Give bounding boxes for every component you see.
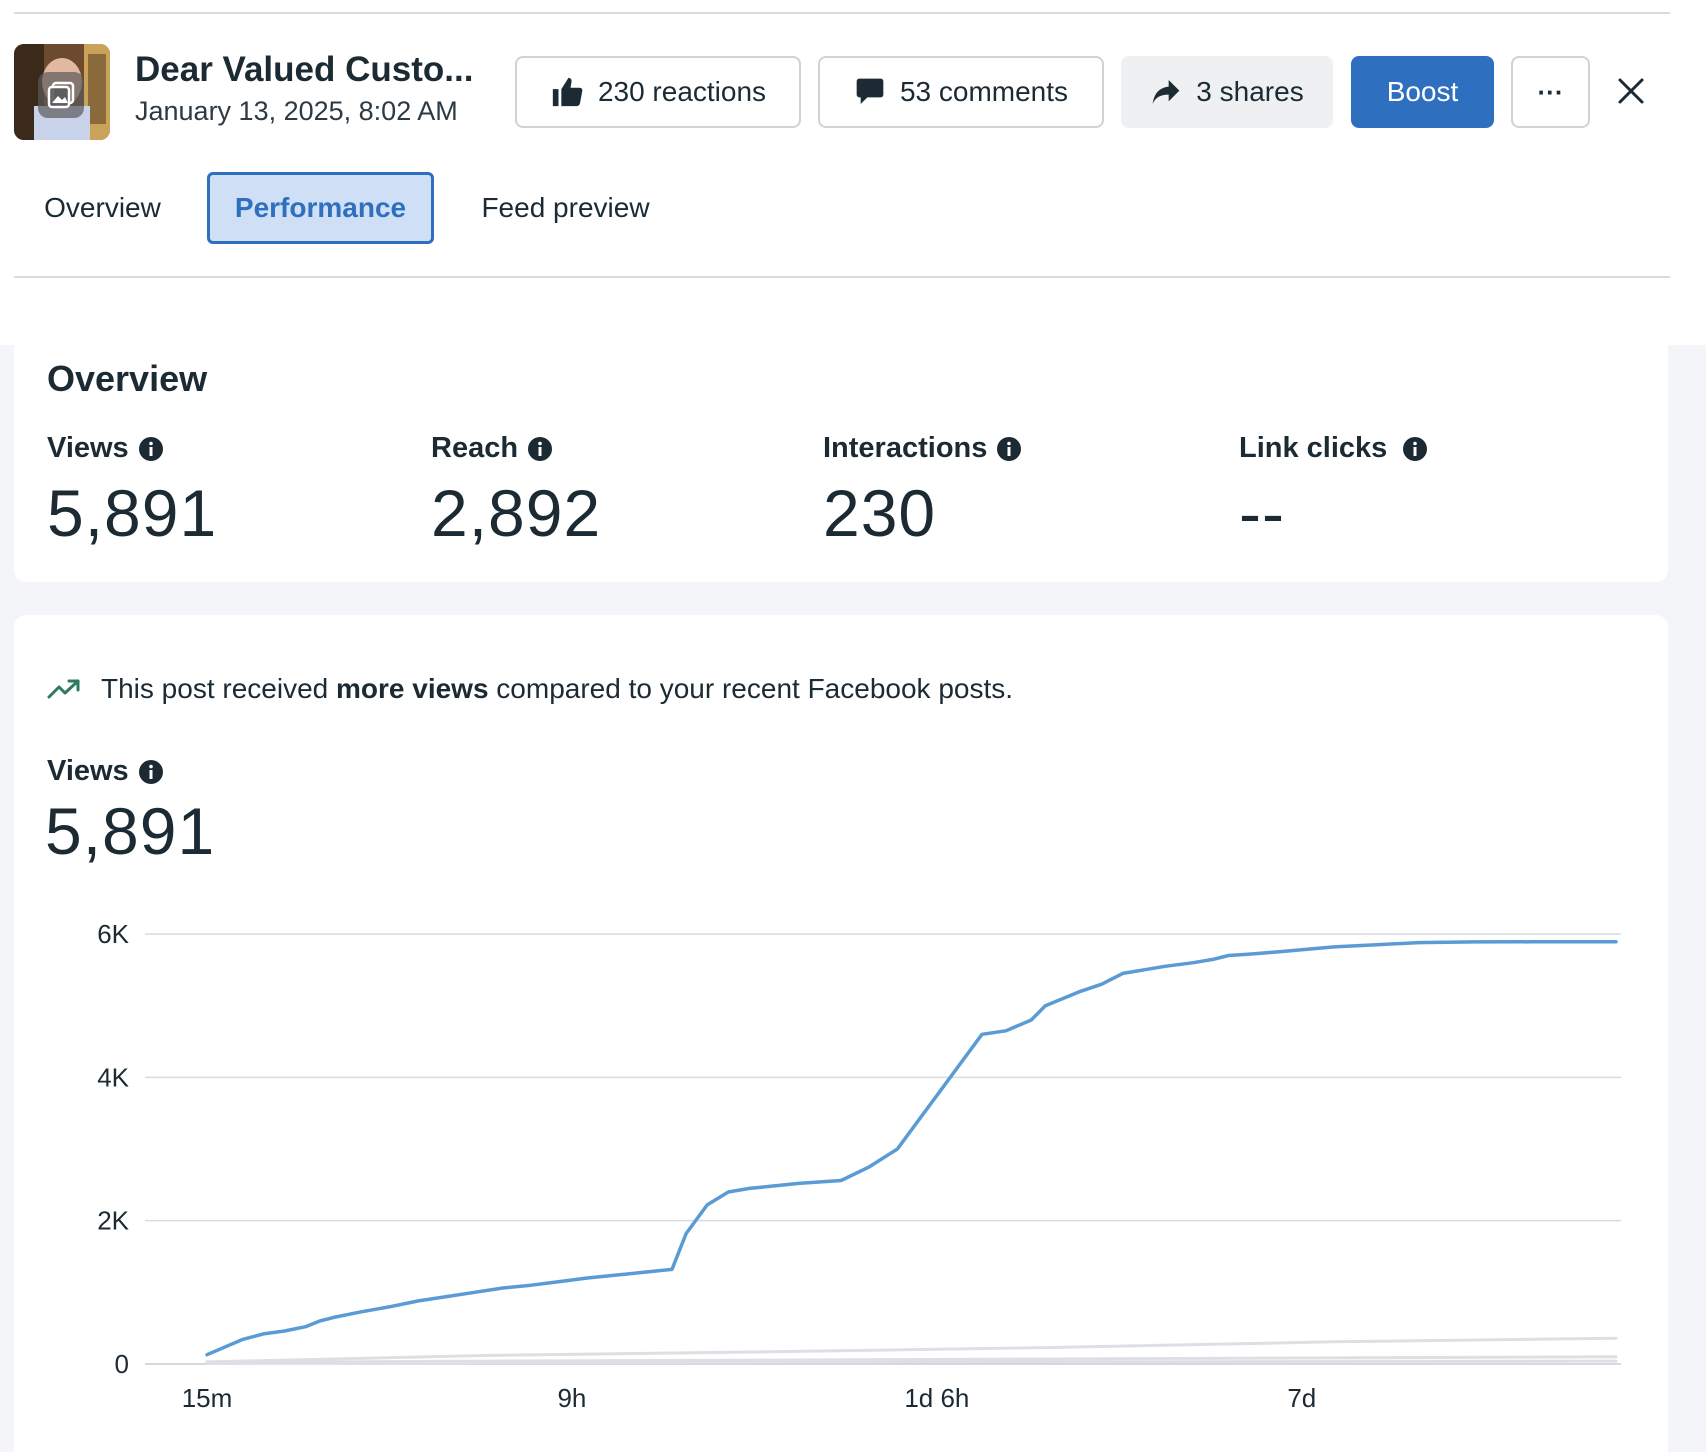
info-icon[interactable]: [528, 436, 553, 461]
views-label-text: Views: [47, 755, 129, 787]
series-line-this-post: [205, 940, 1618, 1357]
x-tick-label: 7d: [1287, 1383, 1316, 1413]
metric-value: 230: [823, 476, 937, 550]
y-tick-label: 4K: [97, 1062, 129, 1092]
shares-label: 3 shares: [1196, 76, 1304, 107]
comments-button[interactable]: 53 comments: [818, 56, 1104, 128]
info-icon[interactable]: [1403, 436, 1428, 461]
views-line-chart: 0 2K 4K 6K 15m 9h 1d 6h 7d: [97, 919, 1621, 1413]
reactions-label: 230 reactions: [597, 76, 767, 107]
boost-button[interactable]: Boost: [1351, 56, 1494, 128]
metric-interactions: Interactions 230: [823, 432, 1022, 551]
thumbs-up-icon: [552, 77, 583, 107]
comments-label: 53 comments: [899, 76, 1069, 107]
overview-card: Overview Views 5,891 Reach 2,892 Interac…: [14, 340, 1668, 582]
x-tick-label: 15m: [182, 1383, 233, 1413]
share-arrow-icon: [1152, 80, 1180, 104]
series-line-comparison: [205, 1359, 1618, 1365]
metric-label: Views: [47, 432, 129, 464]
more-options-icon: ···: [1537, 76, 1564, 107]
insight-text-suffix: compared to your recent Facebook posts.: [488, 673, 1014, 704]
info-icon[interactable]: [138, 759, 163, 784]
insight-text-bold: more views: [336, 673, 489, 704]
reactions-button[interactable]: 230 reactions: [515, 56, 801, 128]
views-chart-card: This post received more views compared t…: [14, 615, 1668, 1452]
metric-label: Interactions: [823, 432, 988, 464]
tabs-divider: [14, 276, 1670, 278]
y-tick-label: 6K: [97, 919, 129, 949]
x-tick-label: 9h: [557, 1383, 586, 1413]
top-divider: [14, 12, 1670, 14]
views-chart-label: Views: [47, 755, 163, 788]
metric-views: Views 5,891: [47, 432, 217, 551]
shares-button[interactable]: 3 shares: [1121, 56, 1333, 128]
metric-value: --: [1239, 476, 1285, 550]
close-icon[interactable]: [1612, 72, 1650, 110]
y-tick-label: 0: [115, 1349, 129, 1379]
post-header-panel: Dear Valued Custo... January 13, 2025, 8…: [0, 0, 1706, 345]
y-tick-label: 2K: [97, 1206, 129, 1236]
post-title: Dear Valued Custo...: [135, 50, 474, 89]
tab-performance[interactable]: Performance: [207, 172, 434, 244]
more-options-button[interactable]: ···: [1511, 56, 1590, 128]
info-icon[interactable]: [997, 436, 1022, 461]
metric-link-clicks: Link clicks --: [1239, 432, 1428, 551]
tab-overview[interactable]: Overview: [44, 192, 161, 223]
insight-message: This post received more views compared t…: [47, 673, 1013, 705]
views-chart-total: 5,891: [45, 794, 216, 868]
trending-up-icon: [47, 679, 80, 699]
insight-text-prefix: This post received: [101, 673, 336, 704]
metric-label: Link clicks: [1239, 432, 1388, 464]
metric-value: 2,892: [431, 476, 602, 550]
metric-reach: Reach 2,892: [431, 432, 601, 551]
metric-label: Reach: [431, 432, 519, 464]
comment-icon: [856, 78, 884, 104]
tab-feed-preview[interactable]: Feed preview: [481, 192, 650, 223]
series-line-comparison: [205, 1336, 1618, 1364]
info-icon[interactable]: [138, 436, 163, 461]
post-date: January 13, 2025, 8:02 AM: [135, 96, 458, 126]
metric-value: 5,891: [47, 476, 218, 550]
photo-album-icon: [38, 72, 84, 118]
x-tick-label: 1d 6h: [904, 1383, 969, 1413]
post-thumbnail[interactable]: [14, 44, 110, 140]
overview-heading: Overview: [47, 358, 208, 399]
